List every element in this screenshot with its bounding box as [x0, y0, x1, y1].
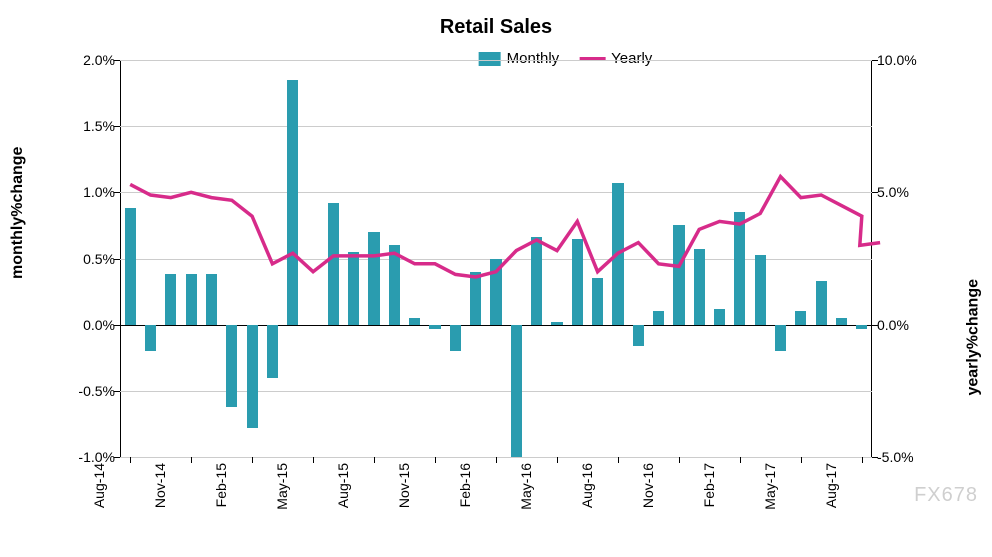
y-right-tick: 0.0%: [877, 317, 932, 333]
y-axis-ticks-left: -1.0%-0.5%0.0%0.5%1.0%1.5%2.0%: [60, 60, 115, 457]
y-left-tick: 1.5%: [60, 118, 115, 134]
watermark: FX678: [914, 484, 978, 507]
y-right-tick: 10.0%: [877, 52, 932, 68]
y-axis-label-left: monthly%change: [9, 146, 27, 278]
yearly-line: [130, 177, 880, 278]
y-left-tick: 1.0%: [60, 184, 115, 200]
y-left-tick: -0.5%: [60, 383, 115, 399]
y-left-tick: 0.0%: [60, 317, 115, 333]
y-axis-label-right: yearly%change: [965, 279, 983, 396]
x-axis-ticks: Aug-14Nov-14Feb-15May-15Aug-15Nov-15Feb-…: [120, 457, 872, 537]
line-series: [120, 60, 872, 457]
chart-title: Retail Sales: [10, 16, 982, 39]
x-tick-label: Aug-17: [823, 463, 901, 508]
y-axis-ticks-right: -5.0%0.0%5.0%10.0%: [877, 60, 932, 457]
y-left-tick: 2.0%: [60, 52, 115, 68]
plot-area: [120, 60, 872, 457]
y-left-tick: 0.5%: [60, 251, 115, 267]
retail-sales-chart: Retail Sales Monthly Yearly monthly%chan…: [10, 10, 982, 547]
y-right-tick: 5.0%: [877, 184, 932, 200]
